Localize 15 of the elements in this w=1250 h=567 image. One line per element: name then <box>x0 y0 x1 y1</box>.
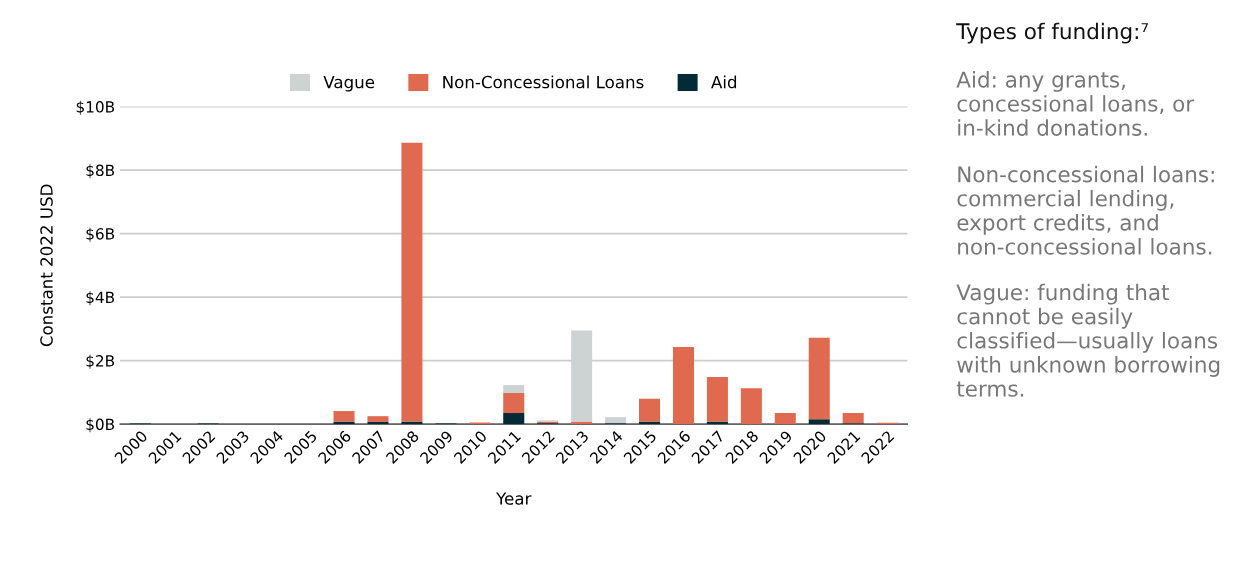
legend-label: Vague <box>323 75 375 92</box>
text: Types of funding:⁷ <box>956 22 1149 44</box>
x-axis-title: Year <box>496 492 532 505</box>
text: Non-concessional loans: commercial lending, export credits, and non-concessional loans. <box>957 165 1214 255</box>
y-tick-label: $10B <box>76 100 115 115</box>
text: Vague: funding that cannot be easily classified—usually loans with unknown borrowing terms. <box>956 283 1220 397</box>
y-tick-label: $0B <box>86 418 115 433</box>
y-tick-label: $4B <box>86 291 115 306</box>
y-axis-title: Constant 2022 USD <box>40 184 53 347</box>
legend-label: Aid <box>711 75 737 89</box>
legend-label: Non-Concessional Loans <box>443 75 644 89</box>
y-tick-label: $6B <box>86 227 115 242</box>
text: Aid: any grants, concessional loans, or in-kind donations. <box>956 71 1195 136</box>
y-tick-label: $8B <box>86 164 115 179</box>
y-tick-label: $2B <box>86 354 115 369</box>
